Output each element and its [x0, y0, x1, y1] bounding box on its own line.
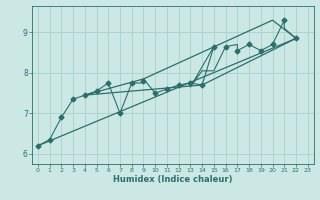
- X-axis label: Humidex (Indice chaleur): Humidex (Indice chaleur): [113, 175, 233, 184]
